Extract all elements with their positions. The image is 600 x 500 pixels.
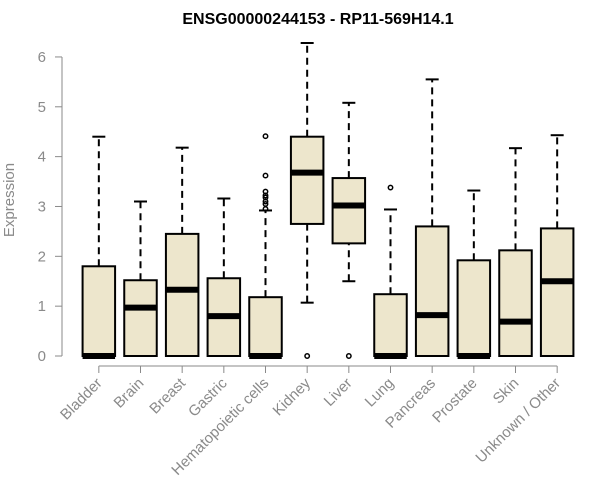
box-body <box>498 249 533 357</box>
x-tick-label: Breast <box>146 374 189 417</box>
y-tick-label: 1 <box>38 298 46 315</box>
box-body <box>81 265 117 357</box>
outlier-point <box>262 194 269 201</box>
box-body <box>373 293 408 358</box>
x-tick-label: Kidney <box>270 374 315 419</box>
outlier-point <box>345 353 352 359</box>
y-tick-label: 0 <box>38 348 46 365</box>
y-axis: 0 1 2 3 4 5 6 <box>38 49 63 365</box>
box-body <box>123 279 158 357</box>
y-tick-label: 6 <box>38 49 46 66</box>
box-group <box>289 41 325 359</box>
outlier-point <box>262 201 269 207</box>
box-body <box>539 227 575 358</box>
box-group <box>206 197 242 357</box>
outlier-point <box>304 353 311 359</box>
box-group <box>498 147 533 357</box>
y-tick-label: 2 <box>38 248 46 265</box>
y-tick-label: 3 <box>38 198 46 215</box>
outlier-point <box>262 206 269 212</box>
box-group <box>123 200 158 357</box>
box-body <box>289 135 325 225</box>
box-body <box>456 259 492 357</box>
box-body <box>248 296 283 357</box>
boxes-layer <box>81 41 575 359</box>
box-group <box>164 146 200 357</box>
box-body <box>414 225 450 357</box>
box-body <box>164 232 200 357</box>
box-group <box>81 135 117 359</box>
y-axis-label: Expression <box>1 163 18 237</box>
box-group <box>373 184 408 359</box>
box-group <box>414 78 450 357</box>
chart-title: ENSG00000244153 - RP11-569H14.1 <box>182 11 453 28</box>
box-group <box>539 134 575 358</box>
y-tick-label: 4 <box>38 149 46 166</box>
outlier-point <box>262 188 269 195</box>
x-tick-label: Skin <box>490 375 523 408</box>
x-tick-label: Brain <box>111 375 148 412</box>
outlier-point <box>262 133 269 140</box>
y-tick-label: 5 <box>38 99 46 116</box>
x-tick-label: Liver <box>321 375 356 410</box>
box-group <box>248 133 283 359</box>
outlier-point <box>387 184 394 191</box>
box-group <box>456 189 492 359</box>
x-tick-label: Bladder <box>57 375 106 424</box>
box-group <box>331 101 367 359</box>
x-tick-label: Prostate <box>429 375 481 427</box>
x-tick-label: Lung <box>362 375 398 411</box>
outlier-point <box>262 172 269 179</box>
box-body <box>331 177 367 245</box>
